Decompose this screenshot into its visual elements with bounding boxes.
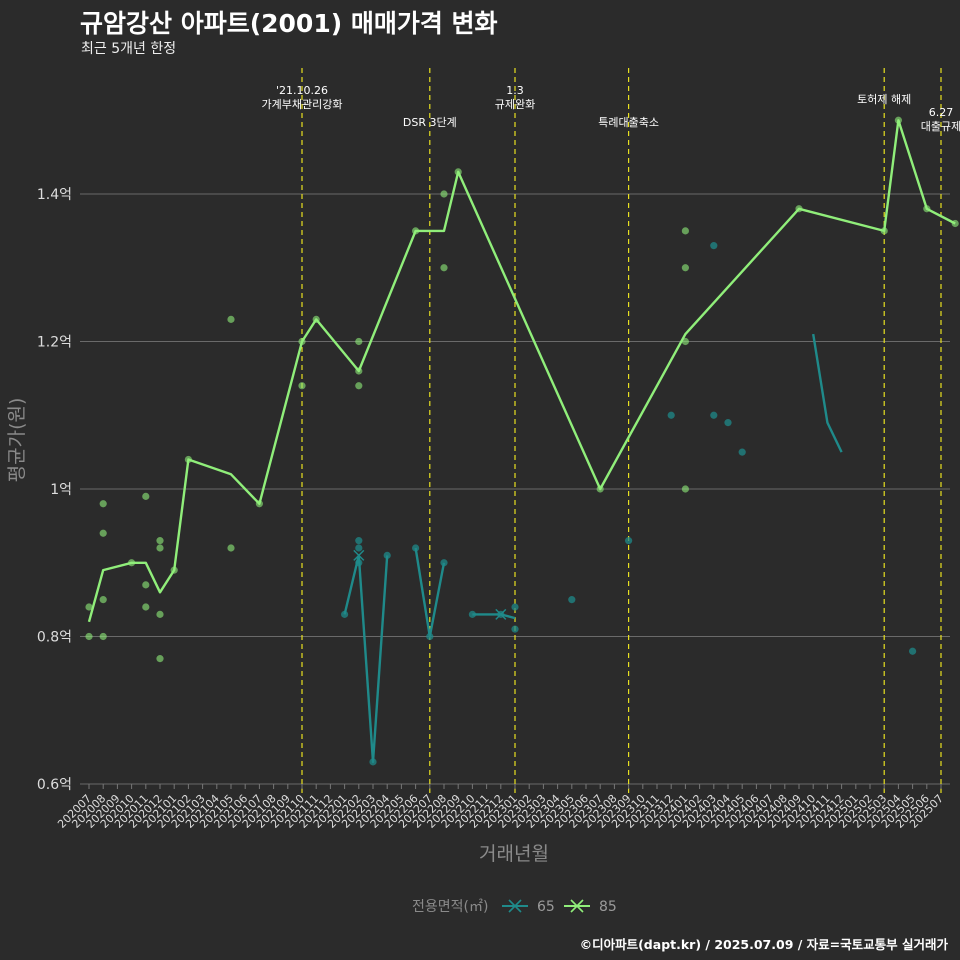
y-tick-label: 1.2억: [37, 335, 72, 351]
scatter-point-85: [142, 492, 150, 500]
y-axis-title: 평균가(원): [6, 398, 28, 483]
scatter-point-65: [383, 551, 391, 559]
event-label: 규제완화: [495, 98, 535, 111]
series-marker-65: [495, 608, 507, 620]
scatter-point-85: [85, 603, 93, 611]
scatter-points: [85, 116, 959, 766]
event-label: 토허제 해제: [857, 92, 911, 106]
legend-label-85: 85: [599, 899, 617, 915]
scatter-point-85: [99, 632, 107, 641]
y-tick-label: 1.4억: [37, 187, 72, 203]
legend-key-85: [564, 899, 590, 913]
series-marker-65: [353, 549, 365, 561]
event-label: '21.10.26: [276, 84, 328, 97]
scatter-point-65: [568, 596, 576, 604]
scatter-point-85: [85, 632, 93, 641]
scatter-point-85: [681, 264, 690, 272]
scatter-point-65: [710, 411, 718, 419]
legend-title: 전용면적(㎡): [412, 899, 488, 915]
scatter-point-85: [681, 485, 690, 493]
scatter-point-85: [355, 382, 363, 390]
source-caption: ©디아파트(dapt.kr) / 2025.07.09 / 자료=국토교통부 실…: [579, 937, 948, 952]
scatter-point-85: [355, 337, 363, 346]
series-line-85: [87, 119, 956, 623]
series-lines: [87, 119, 956, 764]
chart-subtitle: 최근 5개년 한정: [81, 41, 177, 57]
scatter-point-65: [511, 625, 519, 633]
scatter-point-85: [156, 544, 164, 552]
event-label: 1.3: [506, 84, 524, 97]
y-tick-label: 0.8억: [37, 630, 72, 646]
scatter-point-65: [909, 647, 917, 655]
event-label: 특례대출축소: [598, 116, 659, 129]
scatter-point-65: [511, 603, 519, 611]
y-tick-labels: 0.6억 0.8억 1억 1.2억 1.4억: [37, 187, 72, 793]
event-label: 6.27: [929, 106, 954, 119]
scatter-point-85: [227, 544, 235, 552]
scatter-point-65: [724, 419, 732, 427]
scatter-point-85: [156, 655, 164, 663]
scatter-point-85: [298, 382, 306, 390]
scatter-point-65: [355, 544, 363, 552]
y-tick-label: 1억: [50, 482, 72, 498]
x-axis-title: 거래년월: [479, 843, 549, 865]
scatter-point-85: [227, 315, 235, 323]
scatter-point-85: [142, 581, 150, 589]
grid-lines: [80, 193, 950, 785]
scatter-point-65: [667, 411, 675, 419]
scatter-point-65: [625, 537, 633, 545]
scatter-point-85: [99, 500, 107, 508]
scatter-point-65: [710, 242, 718, 250]
legend: 전용면적(㎡) 65 85: [412, 899, 617, 915]
y-tick-label: 0.6억: [37, 777, 72, 793]
legend-key-65: [502, 899, 528, 913]
event-lines: [301, 68, 942, 795]
scatter-point-85: [99, 596, 107, 604]
chart-title: 규암강산 아파트(2001) 매매가격 변화: [80, 9, 498, 38]
scatter-point-65: [738, 448, 746, 456]
scatter-point-65: [440, 559, 448, 567]
event-label: 대출규제: [921, 120, 960, 133]
scatter-point-85: [99, 529, 107, 537]
scatter-point-85: [156, 537, 164, 545]
scatter-point-85: [142, 603, 150, 611]
scatter-point-85: [681, 227, 690, 235]
x-tick-labels: 2020072020082020092020102020112020122021…: [55, 784, 946, 831]
legend-label-65: 65: [537, 899, 555, 915]
scatter-point-85: [440, 190, 448, 198]
scatter-point-85: [440, 264, 448, 272]
event-label: 가계부채관리강화: [262, 98, 343, 111]
scatter-point-65: [355, 537, 363, 545]
event-label: DSR 3단계: [403, 116, 457, 129]
scatter-point-85: [156, 610, 164, 618]
series-line-65: [343, 333, 843, 764]
